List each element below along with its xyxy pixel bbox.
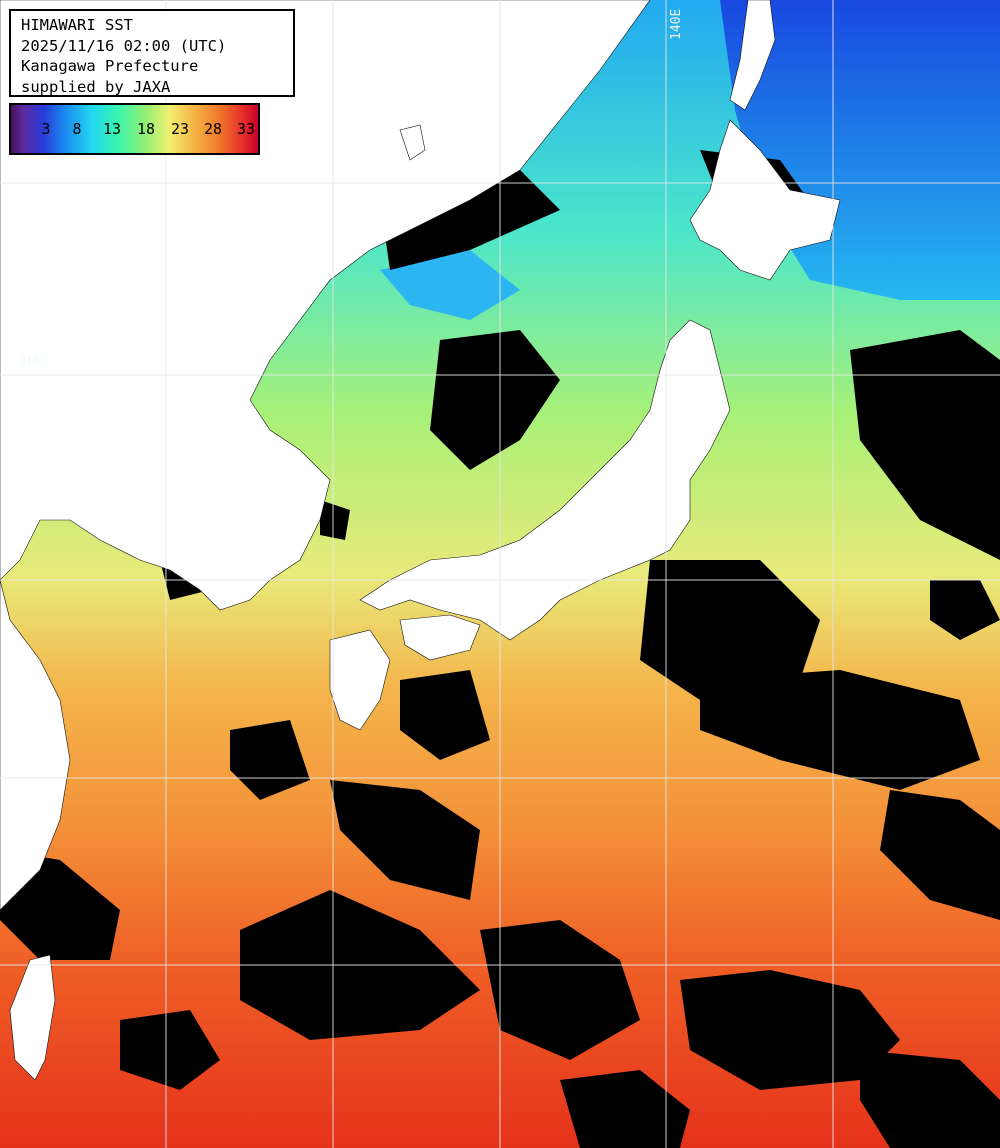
colorbar-tick: 8 bbox=[72, 120, 82, 138]
colorbar-tick: 33 bbox=[236, 120, 256, 138]
info-box: HIMAWARI SST 2025/11/16 02:00 (UTC) Kana… bbox=[9, 9, 295, 97]
ulleungdo bbox=[399, 124, 426, 161]
honshu bbox=[359, 319, 731, 641]
colorbar-tick: 18 bbox=[136, 120, 156, 138]
colorbar-tick: 28 bbox=[203, 120, 223, 138]
cold-japan-sea-patch bbox=[380, 250, 520, 320]
sakhalin bbox=[729, 0, 776, 111]
colorbar: 3 8 13 18 23 28 33 bbox=[9, 103, 260, 155]
longitude-label: 140E bbox=[669, 8, 684, 40]
product-title: HIMAWARI SST bbox=[21, 16, 133, 34]
data-credit: supplied by JAXA bbox=[21, 77, 171, 96]
timestamp: 2025/11/16 02:00 (UTC) bbox=[21, 36, 227, 55]
kyushu bbox=[329, 629, 391, 731]
taiwan bbox=[9, 954, 56, 1081]
region-name: Kanagawa Prefecture bbox=[21, 57, 199, 75]
colorbar-tick: 23 bbox=[170, 120, 190, 138]
colorbar-tick: 13 bbox=[102, 120, 122, 138]
hokkaido bbox=[689, 119, 841, 281]
latitude-label: 40N bbox=[20, 354, 42, 368]
colorbar-tick: 3 bbox=[41, 120, 51, 138]
china-east-coast bbox=[0, 579, 71, 911]
shikoku bbox=[399, 614, 481, 661]
